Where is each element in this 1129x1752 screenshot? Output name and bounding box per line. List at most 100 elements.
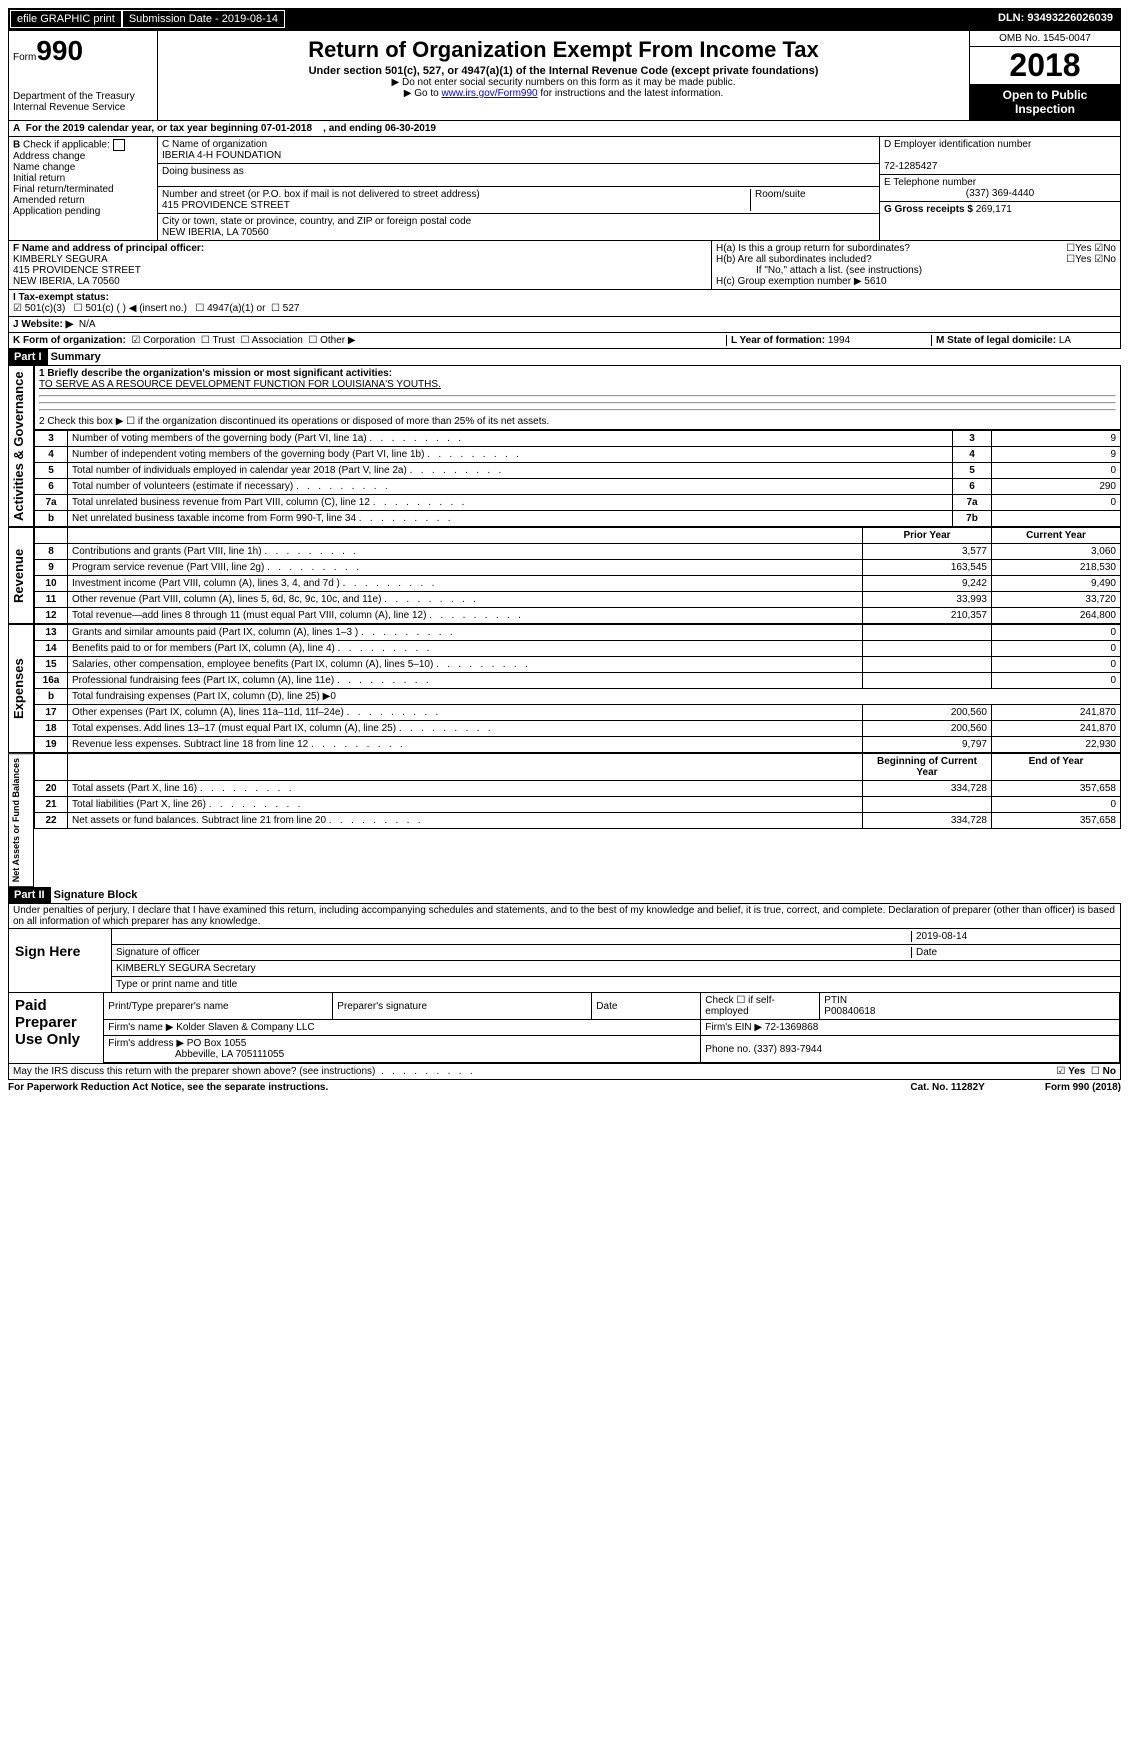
end-year-hdr: End of Year bbox=[992, 754, 1121, 781]
opt-final-return: Final return/terminated bbox=[13, 184, 114, 195]
firm-addr-label: Firm's address ▶ bbox=[108, 1038, 184, 1049]
line-value: 0 bbox=[992, 463, 1121, 479]
website-label: J Website: ▶ bbox=[13, 319, 73, 330]
line-num: 14 bbox=[35, 641, 68, 657]
hb-label: H(b) Are all subordinates included? bbox=[716, 254, 872, 265]
line-ref: 7a bbox=[953, 495, 992, 511]
sign-here-label: Sign Here bbox=[9, 929, 112, 992]
prior-value: 200,560 bbox=[863, 705, 992, 721]
preparer-sig-label: Preparer's signature bbox=[333, 993, 592, 1020]
form-footer: Form 990 (2018) bbox=[1045, 1082, 1121, 1093]
goto-prefix: ▶ Go to bbox=[404, 88, 442, 99]
line-num: 21 bbox=[35, 797, 68, 813]
line-text: Total number of volunteers (estimate if … bbox=[68, 479, 953, 495]
line-text: Contributions and grants (Part VIII, lin… bbox=[68, 544, 863, 560]
current-value: 0 bbox=[992, 657, 1121, 673]
year-formation: 1994 bbox=[828, 335, 850, 346]
year-block: OMB No. 1545-0047 2018 Open to PublicIns… bbox=[969, 31, 1120, 120]
irs-link[interactable]: www.irs.gov/Form990 bbox=[441, 88, 537, 99]
org-name: IBERIA 4-H FOUNDATION bbox=[162, 150, 281, 161]
row-a: A For the 2019 calendar year, or tax yea… bbox=[8, 121, 1121, 137]
form-org-label: K Form of organization: bbox=[13, 335, 126, 346]
phone-label: E Telephone number bbox=[884, 177, 976, 188]
line-num: 17 bbox=[35, 705, 68, 721]
form-label: Form bbox=[13, 52, 36, 63]
line-num: 22 bbox=[35, 813, 68, 829]
line-text: Other revenue (Part VIII, column (A), li… bbox=[68, 592, 863, 608]
opt-initial-return: Initial return bbox=[13, 173, 65, 184]
footer: For Paperwork Reduction Act Notice, see … bbox=[8, 1080, 1121, 1095]
summary-table: 3 Number of voting members of the govern… bbox=[34, 430, 1121, 527]
check-b-icon[interactable] bbox=[113, 139, 125, 151]
firm-name-label: Firm's name ▶ bbox=[108, 1022, 173, 1033]
firm-addr2: Abbeville, LA 705111055 bbox=[175, 1049, 284, 1060]
title-block: Return of Organization Exempt From Incom… bbox=[158, 31, 969, 120]
row-klm: K Form of organization: ☑ Corporation ☐ … bbox=[8, 333, 1121, 349]
website-value: N/A bbox=[79, 319, 96, 330]
line-ref: 6 bbox=[953, 479, 992, 495]
ssn-note: ▶ Do not enter social security numbers o… bbox=[162, 77, 965, 88]
line-text: Net unrelated business taxable income fr… bbox=[68, 511, 953, 527]
line-num: 9 bbox=[35, 560, 68, 576]
current-value: 9,490 bbox=[992, 576, 1121, 592]
current-value: 33,720 bbox=[992, 592, 1121, 608]
phone-value: (337) 369-4440 bbox=[966, 188, 1034, 199]
line-num: 3 bbox=[35, 431, 68, 447]
prior-value bbox=[863, 641, 992, 657]
column-d: D Employer identification number 72-12854… bbox=[879, 137, 1120, 240]
hb-no: No bbox=[1103, 254, 1116, 265]
city-value: NEW IBERIA, LA 70560 bbox=[162, 227, 269, 238]
current-value: 357,658 bbox=[992, 813, 1121, 829]
line-text: Program service revenue (Part VIII, line… bbox=[68, 560, 863, 576]
line-num: 13 bbox=[35, 625, 68, 641]
goto-suffix: for instructions and the latest informat… bbox=[538, 88, 724, 99]
print-name-label: Print/Type preparer's name bbox=[104, 993, 333, 1020]
prior-value: 200,560 bbox=[863, 721, 992, 737]
line-value bbox=[992, 511, 1121, 527]
part1-header: Part I bbox=[8, 349, 48, 365]
officer-street: 415 PROVIDENCE STREET bbox=[13, 265, 141, 276]
tax-exempt-label: I Tax-exempt status: bbox=[13, 292, 109, 303]
column-c: C Name of organizationIBERIA 4-H FOUNDAT… bbox=[158, 137, 879, 240]
line-num: 6 bbox=[35, 479, 68, 495]
prior-value: 163,545 bbox=[863, 560, 992, 576]
opt-4947: 4947(a)(1) or bbox=[207, 303, 265, 314]
vert-expenses: Expenses bbox=[8, 624, 34, 753]
ha-yes: Yes bbox=[1075, 243, 1091, 254]
gross-value: 269,171 bbox=[976, 204, 1012, 215]
cat-no: Cat. No. 11282Y bbox=[910, 1082, 984, 1093]
part2-header: Part II bbox=[8, 887, 51, 903]
current-value: 0 bbox=[992, 797, 1121, 813]
line-value: 0 bbox=[992, 495, 1121, 511]
sign-date-value: 2019-08-14 bbox=[911, 931, 1116, 942]
line2-discontinued: 2 Check this box ▶ ☐ if the organization… bbox=[39, 416, 1116, 427]
form-number: 990 bbox=[36, 35, 83, 66]
line-num: 8 bbox=[35, 544, 68, 560]
ein-label: D Employer identification number bbox=[884, 139, 1031, 150]
netassets-table: Beginning of Current YearEnd of Year 20 … bbox=[34, 753, 1121, 829]
line-text: Number of voting members of the governin… bbox=[68, 431, 953, 447]
beginning-year-hdr: Beginning of Current Year bbox=[863, 754, 992, 781]
prior-value: 33,993 bbox=[863, 592, 992, 608]
check-applicable: Check if applicable: bbox=[23, 140, 110, 151]
current-value: 0 bbox=[992, 673, 1121, 689]
prior-value: 9,242 bbox=[863, 576, 992, 592]
paperwork-notice: For Paperwork Reduction Act Notice, see … bbox=[8, 1082, 328, 1093]
opt-pending: Application pending bbox=[13, 206, 100, 217]
line-text: Number of independent voting members of … bbox=[68, 447, 953, 463]
line-num: b bbox=[35, 689, 68, 705]
dept-treasury: Department of the Treasury bbox=[13, 91, 153, 102]
current-value: 22,930 bbox=[992, 737, 1121, 753]
line-text: Other expenses (Part IX, column (A), lin… bbox=[68, 705, 863, 721]
firm-phone-label: Phone no. bbox=[705, 1044, 751, 1055]
h-note: If "No," attach a list. (see instruction… bbox=[716, 265, 1116, 276]
dln: DLN: 93493226026039 bbox=[992, 10, 1119, 28]
line-value: 9 bbox=[992, 431, 1121, 447]
vert-net-assets: Net Assets or Fund Balances bbox=[8, 753, 34, 887]
irs-label: Internal Revenue Service bbox=[13, 102, 153, 113]
row-i: I Tax-exempt status: ☑ 501(c)(3) ☐ 501(c… bbox=[8, 290, 1121, 317]
ein-value: 72-1285427 bbox=[884, 161, 937, 172]
opt-corp: Corporation bbox=[143, 335, 195, 346]
line-num: 4 bbox=[35, 447, 68, 463]
perjury-text: Under penalties of perjury, I declare th… bbox=[8, 903, 1121, 928]
